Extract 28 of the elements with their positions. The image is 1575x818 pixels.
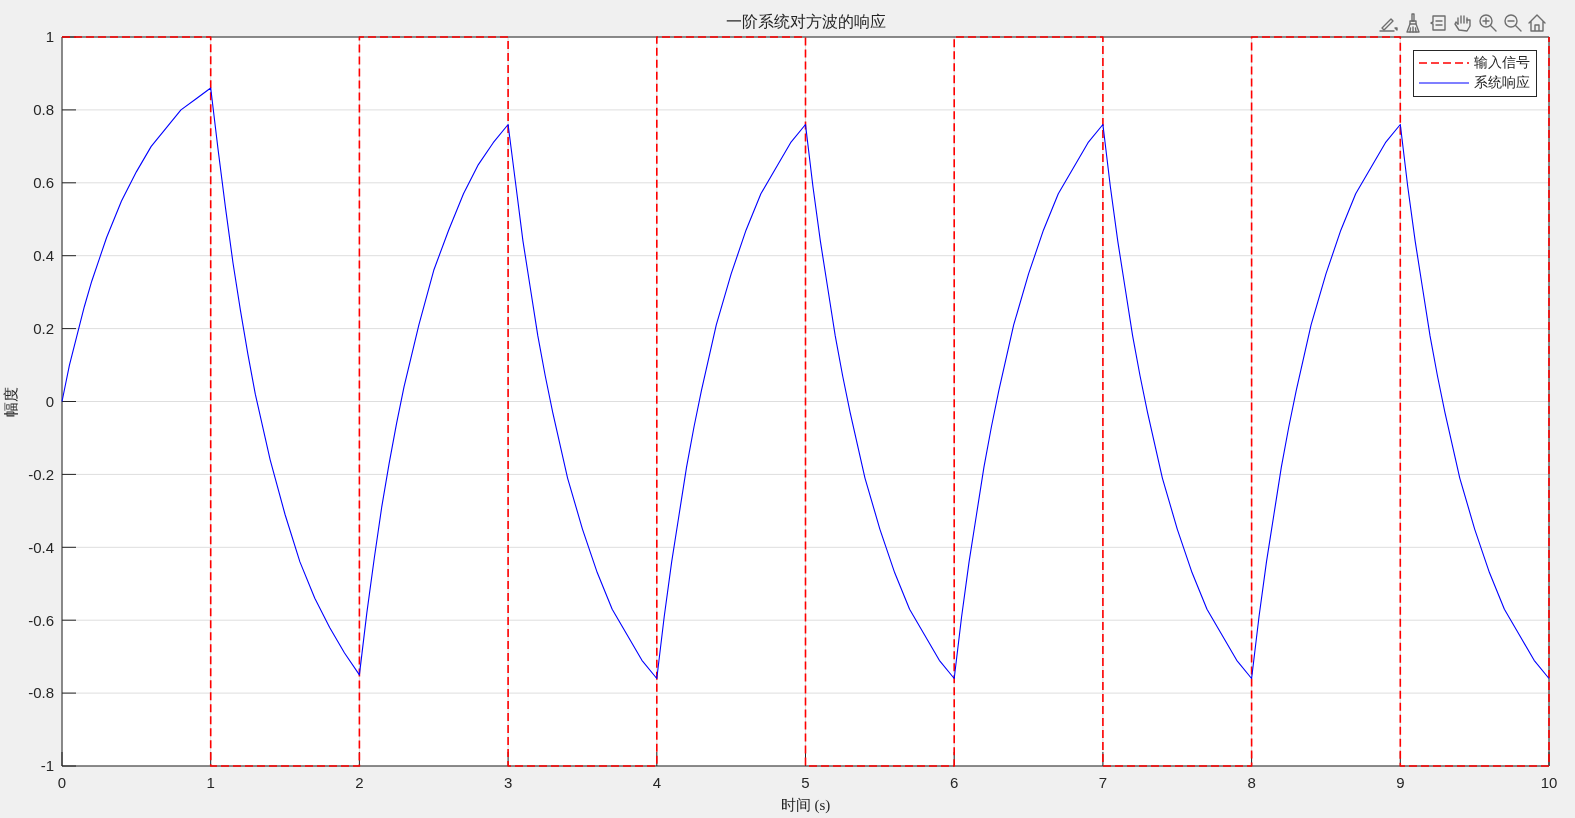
y-tick-label: -0.6 bbox=[28, 611, 54, 629]
x-tick-label: 8 bbox=[1247, 773, 1256, 791]
y-tick-label: 1 bbox=[45, 28, 54, 46]
y-tick-label: -0.2 bbox=[28, 465, 54, 483]
y-tick-label: -0.4 bbox=[28, 538, 54, 556]
x-tick-label: 10 bbox=[1540, 773, 1558, 791]
legend-label: 系统响应 bbox=[1474, 74, 1530, 92]
x-tick-label: 6 bbox=[950, 773, 959, 791]
y-tick-label: 0.4 bbox=[33, 247, 54, 265]
x-tick-label: 7 bbox=[1098, 773, 1108, 791]
y-tick-label: 0.6 bbox=[33, 174, 54, 192]
y-tick-label: -0.8 bbox=[28, 684, 54, 702]
x-tick-label: 0 bbox=[57, 773, 67, 791]
y-tick-label: -1 bbox=[40, 757, 54, 775]
chart-title: 一阶系统对方波的响应 bbox=[724, 12, 887, 32]
y-tick-label: 0 bbox=[45, 392, 54, 410]
line-series bbox=[61, 87, 1550, 680]
x-tick-label: 1 bbox=[206, 773, 215, 791]
y-tick-label: 0.2 bbox=[33, 319, 54, 337]
x-tick-label: 4 bbox=[652, 773, 661, 791]
x-tick-label: 9 bbox=[1396, 773, 1405, 791]
y-tick-label: 0.8 bbox=[33, 101, 54, 119]
legend-label: 输入信号 bbox=[1474, 54, 1530, 72]
x-tick-label: 5 bbox=[801, 773, 810, 791]
x-tick-label: 3 bbox=[503, 773, 513, 791]
y-axis-title: 幅度 bbox=[2, 386, 20, 417]
x-tick-label: 2 bbox=[355, 773, 364, 791]
x-axis-title: 时间 (s) bbox=[779, 796, 832, 815]
